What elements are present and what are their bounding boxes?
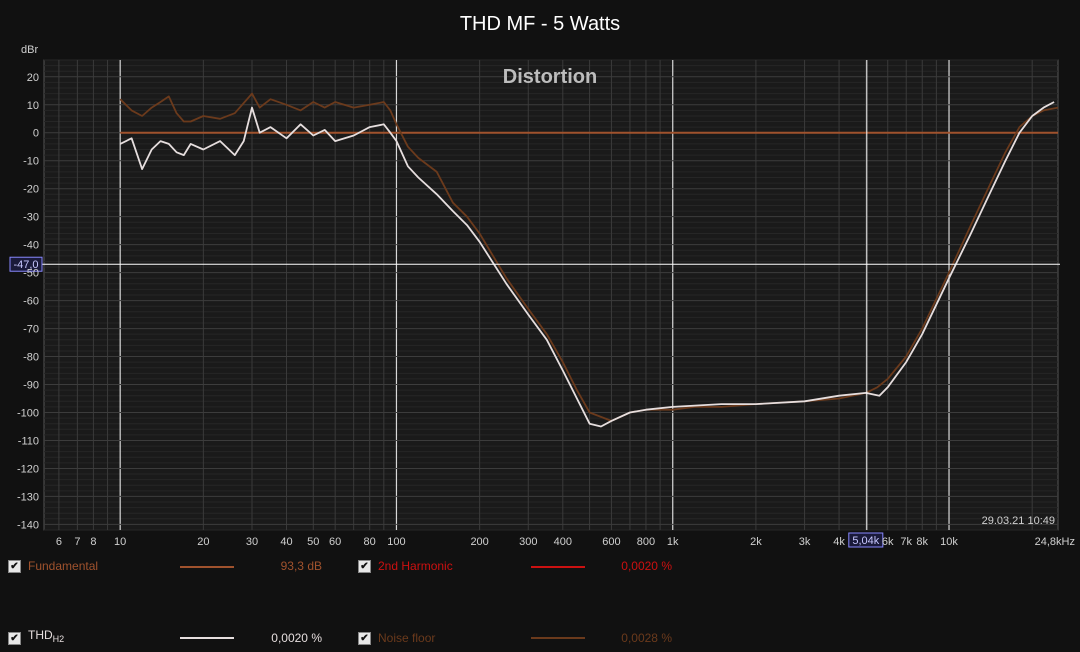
- thd-swatch: [180, 637, 234, 639]
- x-tick-label: 40: [280, 536, 292, 548]
- y-tick-label: -100: [17, 408, 39, 420]
- y-tick-label: -110: [18, 435, 39, 447]
- x-tick-label: 7: [74, 536, 80, 548]
- x-tick-label: 60: [329, 536, 341, 548]
- fundamental-value: 93,3 dB: [280, 559, 322, 573]
- noise-floor-swatch: [531, 637, 585, 639]
- x-tick-label: 400: [554, 536, 572, 548]
- y-tick-label: -40: [23, 240, 39, 252]
- thd-label-sub: H2: [52, 634, 65, 644]
- legend: ✔ Fundamental 93,3 dB ✔ 2nd Harmonic 0,0…: [0, 552, 1080, 652]
- x-tick-label: 8: [90, 536, 96, 548]
- x-tick-label: 24,8kHz: [1035, 536, 1075, 548]
- x-tick-label: 8k: [916, 536, 928, 548]
- y-tick-label: -10: [23, 156, 39, 168]
- y-tick-label: -80: [23, 352, 39, 364]
- y-tick-label: 20: [27, 72, 39, 84]
- y-tick-label: 0: [33, 128, 39, 140]
- noise-floor-checkbox[interactable]: ✔: [358, 632, 371, 645]
- x-tick-label: 100: [387, 536, 405, 548]
- y-tick-label: -140: [17, 519, 39, 531]
- x-tick-label: 7k: [900, 536, 912, 548]
- x-tick-label: 10: [114, 536, 126, 548]
- legend-label-noise-floor: Noise floor: [378, 631, 436, 645]
- y-tick-label: -50: [23, 268, 39, 280]
- x-tick-label: 20: [197, 536, 209, 548]
- y-tick-label: 10: [27, 100, 39, 112]
- x-tick-label: 4k: [833, 536, 845, 548]
- thd-label-main: THD: [28, 628, 53, 642]
- legend-label-thd: THDH2: [28, 628, 64, 644]
- chart-title: THD MF - 5 Watts: [460, 13, 620, 35]
- cursor-x-label: 5,04k: [852, 535, 879, 547]
- measurement-timestamp: 29.03.21 10:49: [982, 515, 1055, 527]
- cursor-y-label: -47,0: [13, 259, 38, 271]
- cursor-x-label-box: [848, 532, 884, 548]
- cursor-layer[interactable]: -47,0 5,04k: [9, 60, 1060, 548]
- cursor-y-label-box: [9, 256, 43, 272]
- thd-checkbox[interactable]: ✔: [8, 632, 21, 645]
- 2nd-harmonic-swatch: [531, 566, 585, 568]
- minor-grid: [44, 59, 1058, 531]
- x-tick-label: 1k: [667, 536, 679, 548]
- x-tick-label: 80: [364, 536, 376, 548]
- 2nd-harmonic-value: 0,0020 %: [621, 559, 672, 573]
- x-tick-label: 600: [602, 536, 620, 548]
- x-tick-label: 200: [470, 536, 488, 548]
- y-tick-label: -20: [23, 184, 39, 196]
- y-tick-label: -60: [23, 296, 39, 308]
- y-tick-label: -70: [23, 324, 39, 336]
- x-tick-label: 2k: [750, 536, 762, 548]
- fundamental-checkbox[interactable]: ✔: [8, 560, 21, 573]
- y-axis-tick-labels: 20 10 0 -10 -20 -30 -40 -50 -60 -70 -80 -90 -100 -110…: [17, 72, 39, 532]
- x-tick-label: 800: [637, 536, 655, 548]
- y-tick-label: -30: [23, 212, 39, 224]
- distortion-watermark: Distortion: [503, 66, 597, 88]
- y-tick-label: -90: [23, 380, 39, 392]
- x-axis-tick-labels: 6 7 8 10 20 30 40 50 60 80 100 200 300 400 600 800 1k 2k 3…: [56, 536, 1075, 548]
- legend-label-fundamental: Fundamental: [28, 559, 99, 573]
- 2nd-harmonic-checkbox[interactable]: ✔: [358, 560, 371, 573]
- y-tick-label: -120: [17, 463, 39, 475]
- x-tick-label: 50: [307, 536, 319, 548]
- series-line-thd: [119, 101, 1055, 428]
- noise-floor-value: 0,0028 %: [621, 631, 672, 645]
- y-tick-label: -130: [17, 491, 39, 503]
- x-tick-label: 300: [519, 536, 537, 548]
- distortion-chart: THD MF - 5 Watts dBr Distortion -47,0 5,0…: [9, 13, 1075, 548]
- legend-label-2nd-harmonic: 2nd Harmonic: [378, 559, 453, 573]
- series-layer: [119, 92, 1059, 428]
- x-tick-label: 6: [56, 536, 62, 548]
- x-tick-label: 6k: [882, 536, 894, 548]
- y-axis-unit-label: dBr: [21, 44, 38, 56]
- x-tick-label: 3k: [799, 536, 811, 548]
- thd-value: 0,0020 %: [271, 631, 322, 645]
- fundamental-swatch: [180, 566, 234, 568]
- x-tick-label: 10k: [940, 536, 958, 548]
- series-line-noise-floor: [119, 92, 1059, 422]
- x-tick-label: 30: [246, 536, 258, 548]
